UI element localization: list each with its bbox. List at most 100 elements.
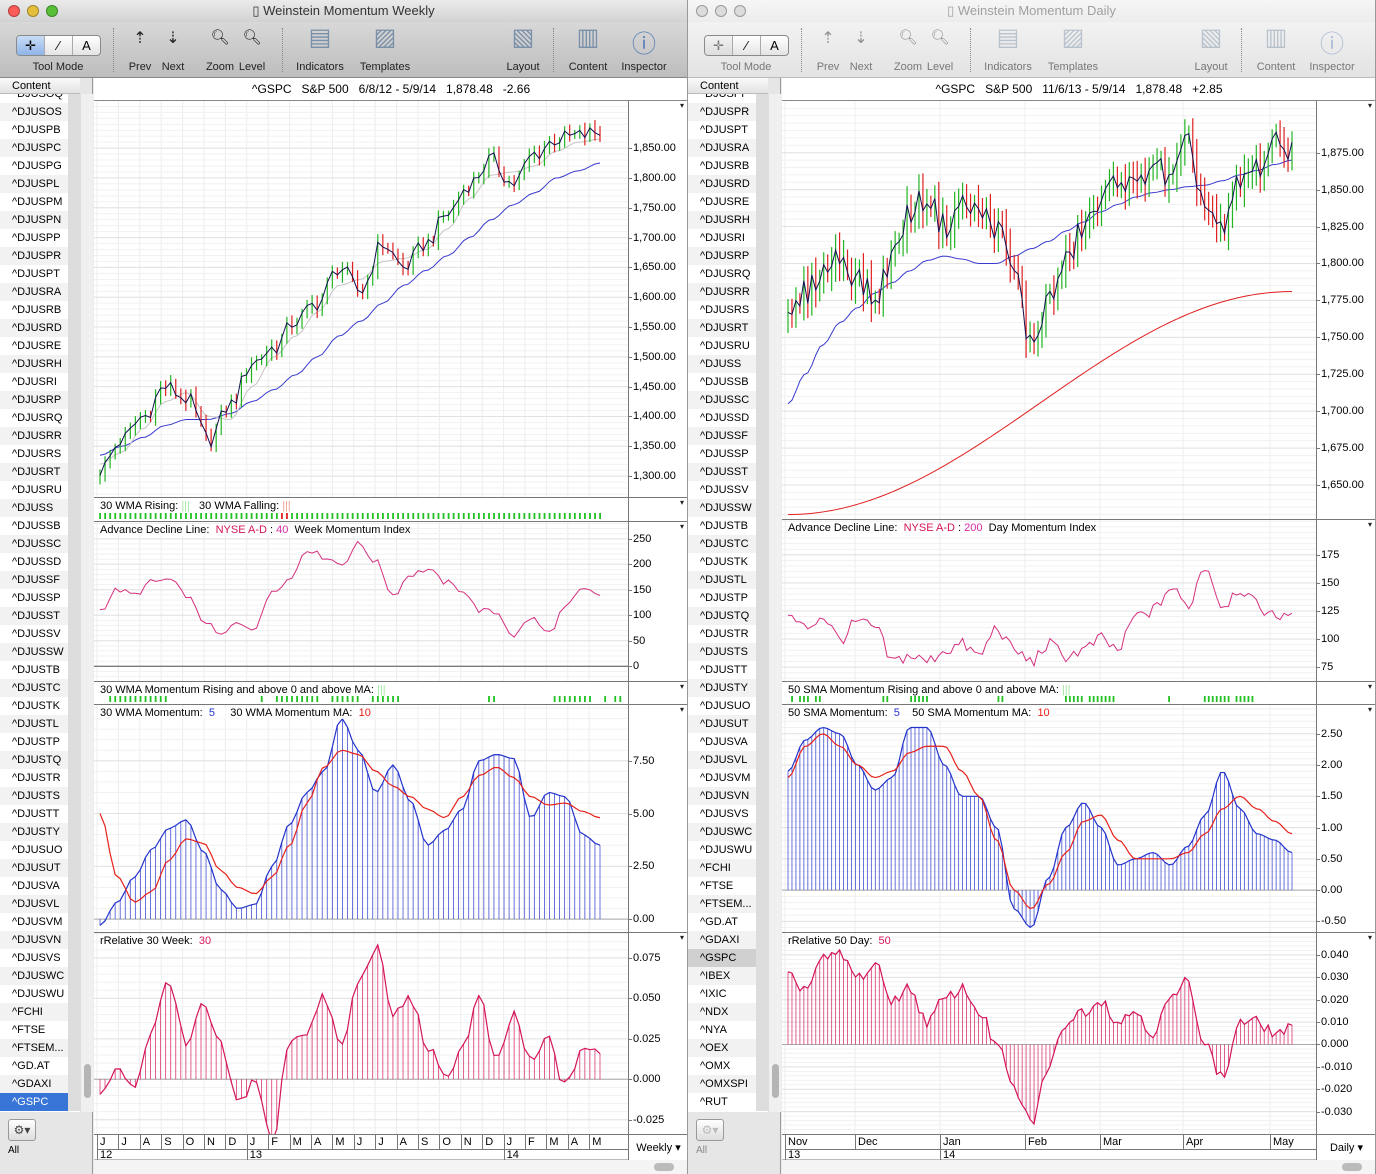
rel-y-axis[interactable]: ▾ -0.030 -0.020 -0.010 0.000 0.010 0.020 0.030 0… [1316, 933, 1375, 1134]
symbol-list-item[interactable]: ^DJUSST [688, 463, 768, 481]
symbol-list-item[interactable]: ^DJUSRP [0, 391, 80, 409]
layout-button[interactable]: ▧ Layout [493, 22, 553, 78]
symbol-list-item[interactable]: ^DJUSPN [0, 211, 80, 229]
symbol-list-item[interactable]: ^GD.AT [688, 913, 768, 931]
filter-all-label[interactable]: All [696, 1145, 708, 1156]
symbol-list-item[interactable]: ^DJUSRB [688, 157, 768, 175]
templates-button[interactable]: ▨ Templates [355, 22, 415, 78]
zoom-out-button[interactable]: 🔍︎ Zoom [878, 22, 938, 78]
horizontal-scrollbar[interactable] [782, 1160, 1375, 1174]
symbol-list-item[interactable]: ^DJUSRR [688, 283, 768, 301]
panel-menu-chevron-icon[interactable]: ▾ [679, 101, 684, 110]
crosshair-tool-button[interactable]: ✛ [705, 36, 733, 55]
symbol-list-item[interactable]: ^DJUSPB [0, 121, 80, 139]
symbol-list-item[interactable]: ^DJUSSC [688, 391, 768, 409]
panel-menu-chevron-icon[interactable]: ▾ [1367, 933, 1372, 942]
symbol-list-item[interactable]: ^DJUSTY [0, 823, 80, 841]
symbol-list-item[interactable]: ^DJUSUO [688, 697, 768, 715]
panel-menu-chevron-icon[interactable]: ▾ [1367, 705, 1372, 714]
symbol-list-item[interactable]: ^DJUSTP [0, 733, 80, 751]
symbol-list-item[interactable]: ^DJUSTT [0, 805, 80, 823]
symbol-list-item[interactable]: ^DJUSS [0, 499, 80, 517]
symbol-list-item[interactable]: ^OEX [688, 1039, 768, 1057]
line-tool-button[interactable]: ⁄ [733, 36, 761, 55]
symbol-list[interactable]: ^DJUSPP ^DJUSPR ^DJUSPT ^DJUSRA ^DJUSRB ^DJUS… [688, 94, 768, 1112]
symbol-list-item[interactable]: ^DJUSSV [688, 481, 768, 499]
strip2-y-axis[interactable]: ▾ [1316, 682, 1375, 704]
symbol-list-item[interactable]: ^FTSE [0, 1021, 80, 1039]
symbol-list-item[interactable]: ^RUT [688, 1093, 768, 1111]
rel-plot[interactable] [782, 933, 1316, 1134]
content-button[interactable]: ▥ Content [558, 22, 618, 78]
symbol-list-item[interactable]: ^DJUSRE [0, 337, 80, 355]
sidebar-scroll-thumb[interactable] [772, 1064, 779, 1098]
symbol-list-item[interactable]: ^DJUSRH [688, 211, 768, 229]
minimize-window-button[interactable] [715, 5, 727, 17]
next-button[interactable]: ⇣ Next [143, 22, 203, 78]
symbol-list[interactable]: ^DJUSOQ ^DJUSOS ^DJUSPB ^DJUSPC ^DJUSPG ^DJUS… [0, 94, 80, 1112]
inspector-button[interactable]: ⓘ Inspector [614, 22, 674, 78]
symbol-list-item[interactable]: ^DJUSSW [688, 499, 768, 517]
symbol-list-item[interactable]: ^DJUSTK [688, 553, 768, 571]
settings-gear-button[interactable]: ⚙▾ [8, 1119, 36, 1141]
symbol-list-item[interactable]: ^DJUSRB [0, 301, 80, 319]
crosshair-tool-button[interactable]: ✛ [17, 36, 45, 55]
symbol-list-item[interactable]: ^GSPC [0, 1093, 80, 1111]
symbol-list-item[interactable]: ^DJUSVA [0, 877, 80, 895]
strip1-plot[interactable] [94, 498, 628, 521]
time-axis[interactable]: J J A S O N D J F M A M J J A S O N D J F M A M 12 13 14 Weekly ▾ [94, 1135, 687, 1161]
symbol-list-item[interactable]: ^DJUSPP [0, 229, 80, 247]
sidebar-scroll-thumb[interactable] [84, 1064, 91, 1098]
symbol-list-item[interactable]: ^DJUSRT [0, 463, 80, 481]
symbol-list-item[interactable]: ^DJUSTB [0, 661, 80, 679]
zoom-in-button[interactable]: 🔍︎ Level [222, 22, 282, 78]
symbol-list-item[interactable]: ^DJUSTL [688, 571, 768, 589]
symbol-list-item[interactable]: ^DJUSVN [0, 931, 80, 949]
symbol-list-item[interactable]: ^GDAXI [688, 931, 768, 949]
main-plot[interactable] [94, 101, 628, 497]
symbol-list-item[interactable]: ^DJUSOS [0, 103, 80, 121]
prev-button[interactable]: ⇡ Prev [110, 22, 170, 78]
symbol-list-item[interactable]: ^DJUSPG [0, 157, 80, 175]
symbol-list-item[interactable]: ^DJUSRP [688, 247, 768, 265]
symbol-list-item[interactable]: ^DJUSRI [0, 373, 80, 391]
symbol-list-item[interactable]: ^IXIC [688, 985, 768, 1003]
close-window-button[interactable] [8, 5, 20, 17]
symbol-list-item[interactable]: ^DJUSWC [688, 823, 768, 841]
mom-y-axis[interactable]: ▾ 0.00 2.50 5.00 7.50 [628, 705, 687, 932]
symbol-list-item[interactable]: ^DJUSSD [0, 553, 80, 571]
ad-y-axis[interactable]: ▾ 0 50 100 150 200 250 [628, 522, 687, 681]
symbol-list-item[interactable]: ^DJUSRA [688, 139, 768, 157]
symbol-list-item[interactable]: ^DJUSPL [0, 175, 80, 193]
sidebar-scrollbar[interactable] [768, 94, 781, 1112]
strip2-plot[interactable] [94, 682, 628, 704]
symbol-list-item[interactable]: ^DJUSVS [0, 949, 80, 967]
symbol-list-item[interactable]: ^DJUSRQ [688, 265, 768, 283]
symbol-list-item[interactable]: ^DJUSVN [688, 787, 768, 805]
symbol-list-item[interactable]: ^FTSEM... [0, 1039, 80, 1057]
symbol-list-item[interactable]: ^DJUSTQ [688, 607, 768, 625]
text-tool-button[interactable]: A [770, 38, 779, 53]
symbol-list-item[interactable]: ^DJUSSP [0, 589, 80, 607]
tool-mode-control[interactable]: ✛ ⁄ A [704, 35, 789, 56]
symbol-list-item[interactable]: ^DJUSRR [0, 427, 80, 445]
main-y-axis[interactable]: ▾ 1,650.00 1,675.00 1,700.00 1,725.00 1,750.0… [1316, 101, 1375, 519]
symbol-list-item[interactable]: ^DJUSPT [0, 265, 80, 283]
symbol-list-item[interactable]: ^DJUSRU [688, 337, 768, 355]
symbol-list-item[interactable]: ^DJUSVM [0, 913, 80, 931]
symbol-list-item[interactable]: ^DJUSTR [688, 625, 768, 643]
symbol-list-item[interactable]: ^DJUSSW [0, 643, 80, 661]
symbol-list-item[interactable]: ^DJUSTR [0, 769, 80, 787]
symbol-list-item[interactable]: ^DJUSRI [688, 229, 768, 247]
templates-button[interactable]: ▨ Templates [1043, 22, 1103, 78]
zoom-window-button[interactable] [734, 5, 746, 17]
horizontal-scroll-thumb[interactable] [654, 1163, 674, 1171]
symbol-list-item[interactable]: ^DJUSSC [0, 535, 80, 553]
symbol-list-item[interactable]: ^DJUSS [688, 355, 768, 373]
symbol-list-item[interactable]: ^DJUSSF [688, 427, 768, 445]
strip2-y-axis[interactable]: ▾ [628, 682, 687, 704]
symbol-list-item[interactable]: ^OMXSPI [688, 1075, 768, 1093]
symbol-list-item[interactable]: ^DJUSRU [0, 481, 80, 499]
period-selector[interactable]: Daily ▾ [1316, 1135, 1375, 1160]
symbol-list-item[interactable]: ^DJUSSV [0, 625, 80, 643]
